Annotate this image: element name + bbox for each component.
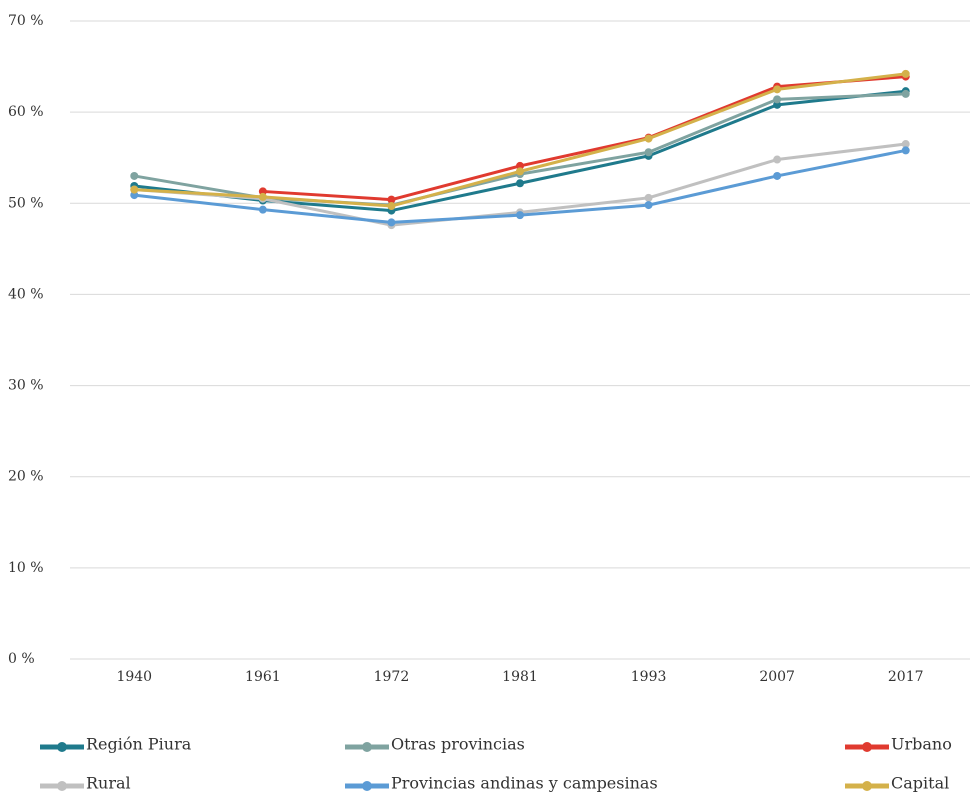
data-point — [130, 185, 139, 194]
y-tick-label: 20 % — [8, 469, 44, 485]
legend-label: Capital — [891, 774, 949, 793]
series-line — [134, 89, 906, 213]
x-tick-label: 1993 — [631, 669, 667, 685]
data-point — [773, 155, 782, 164]
data-point — [901, 89, 910, 98]
y-tick-label: 30 % — [8, 378, 44, 394]
data-point — [387, 195, 396, 204]
legend-label: Rural — [86, 774, 131, 793]
data-point — [516, 167, 524, 176]
data-point — [644, 148, 653, 157]
data-point — [901, 69, 910, 78]
legend-marker — [57, 781, 67, 791]
series-line — [262, 75, 906, 202]
data-point — [258, 192, 267, 201]
data-point — [387, 218, 396, 227]
legend-label: Provincias andinas y campesinas — [391, 774, 658, 793]
y-tick-label: 50 % — [8, 195, 44, 211]
data-point — [387, 202, 396, 211]
legend-label: Urbano — [891, 735, 952, 754]
x-tick-label: 1981 — [502, 669, 538, 685]
data-point — [901, 146, 910, 155]
data-point — [130, 191, 139, 200]
data-point — [516, 161, 524, 170]
y-tick-label: 0 % — [8, 651, 35, 667]
y-tick-label: 70 % — [8, 13, 44, 29]
legend-marker — [57, 742, 67, 752]
legend-marker — [362, 781, 372, 791]
y-tick-label: 40 % — [8, 286, 44, 302]
data-point — [516, 211, 524, 220]
legend-marker — [862, 781, 872, 791]
y-tick-label: 60 % — [8, 104, 44, 120]
data-point — [773, 95, 782, 104]
legend-marker — [362, 742, 372, 752]
data-point — [644, 201, 653, 210]
data-point — [773, 100, 782, 109]
x-tick-label: 1940 — [116, 669, 152, 685]
data-point — [258, 205, 267, 214]
legend-marker — [862, 742, 872, 752]
legend-label: Otras provincias — [391, 735, 525, 754]
x-tick-label: 1972 — [374, 669, 410, 685]
data-point — [773, 85, 782, 94]
x-tick-label: 2007 — [759, 669, 795, 685]
data-point — [516, 179, 524, 188]
series-line — [134, 92, 906, 207]
x-tick-label: 1961 — [245, 669, 281, 685]
data-point — [901, 140, 910, 149]
y-tick-label: 10 % — [8, 560, 44, 576]
data-point — [258, 187, 267, 196]
legend-label: Región Piura — [86, 735, 192, 754]
data-point — [130, 171, 139, 180]
data-point — [644, 134, 653, 143]
x-tick-label: 2017 — [888, 669, 924, 685]
data-point — [773, 171, 782, 180]
data-point — [644, 193, 653, 202]
